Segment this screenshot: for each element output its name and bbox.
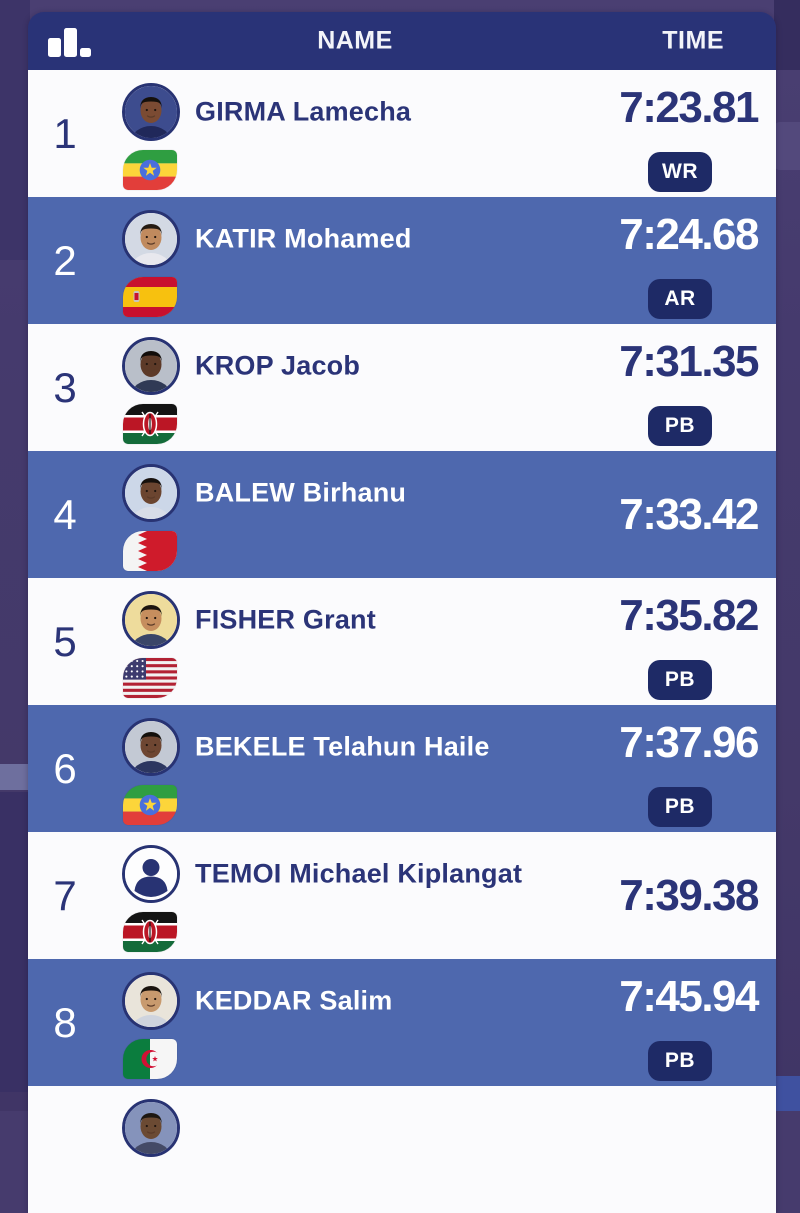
athlete-name: KROP Jacob [195, 350, 361, 381]
athlete-identity [122, 845, 180, 952]
result-time: 7:35.82 [619, 591, 759, 640]
column-header-name: NAME [317, 26, 393, 55]
kenya-flag [123, 404, 177, 444]
result-time: 7:39.38 [619, 870, 759, 920]
track-shadow-bottom-left [0, 792, 30, 1092]
track-blue-patch-bottom-right [774, 1076, 800, 1111]
athlete-name: GIRMA Lamecha [195, 96, 412, 127]
athlete-identity [122, 1099, 180, 1157]
athlete-name: KEDDAR Salim [195, 985, 393, 1016]
track-lane-highlight-right [774, 122, 800, 170]
spain-flag [123, 277, 177, 317]
person-icon [122, 845, 180, 903]
record-badge-pb: PB [648, 787, 712, 827]
rank-number: 6 [53, 744, 77, 792]
rank-number: 2 [53, 236, 77, 284]
ethiopia-flag [123, 150, 177, 190]
athlete-name: TEMOI Michael Kiplangat [195, 858, 523, 889]
athlete-avatar [122, 464, 180, 522]
athlete-avatar [122, 972, 180, 1030]
result-row[interactable]: 8 KEDDAR Salim 7:45.94 PB [28, 959, 776, 1086]
rank-number: 5 [53, 617, 77, 665]
athlete-name: FISHER Grant [195, 604, 376, 635]
table-header: NAME TIME [28, 12, 776, 70]
bar-chart-icon-bar [80, 48, 91, 57]
athlete-identity [122, 972, 180, 1079]
track-shadow-top-left [0, 0, 30, 260]
results-rows: 1 GIRMA Lamecha 7:23.81 WR 2 [28, 70, 776, 1213]
record-badge-ar: AR [648, 279, 712, 319]
athlete-name: KATIR Mohamed [195, 223, 412, 254]
result-row[interactable]: 6 BEKELE Telahun Haile 7:37.96 PB [28, 705, 776, 832]
athlete-identity [122, 337, 180, 444]
algeria-flag [123, 1039, 177, 1079]
rank-number: 3 [53, 363, 77, 411]
result-row-partial[interactable] [28, 1086, 776, 1213]
record-badge-pb: PB [648, 660, 712, 700]
result-row[interactable]: 1 GIRMA Lamecha 7:23.81 WR [28, 70, 776, 197]
athlete-avatar [122, 83, 180, 141]
athlete-identity [122, 83, 180, 190]
athlete-avatar [122, 718, 180, 776]
athlete-avatar [122, 337, 180, 395]
bar-chart-icon-bar [48, 38, 61, 57]
result-time: 7:31.35 [619, 337, 759, 386]
athlete-name: BALEW Birhanu [195, 477, 407, 508]
result-time: 7:37.96 [619, 718, 759, 767]
athlete-avatar [122, 210, 180, 268]
track-lane-line-left [0, 764, 30, 790]
rank-number: 7 [53, 871, 77, 919]
rank-number: 8 [53, 998, 77, 1046]
kenya-flag [123, 912, 177, 952]
athlete-identity [122, 464, 180, 571]
athlete-avatar [122, 591, 180, 649]
column-header-time: TIME [662, 26, 724, 55]
ethiopia-flag [123, 785, 177, 825]
athlete-identity [122, 210, 180, 317]
record-badge-wr: WR [648, 152, 712, 192]
rank-number [40, 1086, 90, 1213]
rank-number: 1 [53, 109, 77, 157]
athlete-identity [122, 591, 180, 698]
result-row[interactable]: 2 KATIR Mohamed 7:24.68 AR [28, 197, 776, 324]
rank-number: 4 [53, 490, 77, 538]
result-row[interactable]: 5 FISHER Grant 7:35.82 PB [28, 578, 776, 705]
athlete-identity [122, 718, 180, 825]
bahrain-flag [123, 531, 177, 571]
result-row[interactable]: 3 KROP Jacob 7:31.35 PB [28, 324, 776, 451]
track-shadow-top-right [774, 0, 800, 70]
result-time: 7:23.81 [619, 83, 759, 132]
result-time: 7:33.42 [619, 489, 759, 539]
result-time: 7:45.94 [619, 972, 759, 1021]
result-row[interactable]: 4 BALEW Birhanu 7:33.42 [28, 451, 776, 578]
record-badge-pb: PB [648, 406, 712, 446]
bar-chart-icon-bar [64, 28, 77, 57]
bar-chart-icon[interactable] [48, 28, 91, 57]
result-row[interactable]: 7 TEMOI Michael Kiplangat 7:39.38 [28, 832, 776, 959]
athlete-avatar [122, 1099, 180, 1157]
result-time: 7:24.68 [619, 210, 759, 259]
athlete-name: BEKELE Telahun Haile [195, 731, 490, 762]
record-badge-pb: PB [648, 1041, 712, 1081]
usa-flag [123, 658, 177, 698]
results-card: NAME TIME 1 GIRMA Lamecha 7:23.81 WR 2 [28, 12, 776, 1213]
